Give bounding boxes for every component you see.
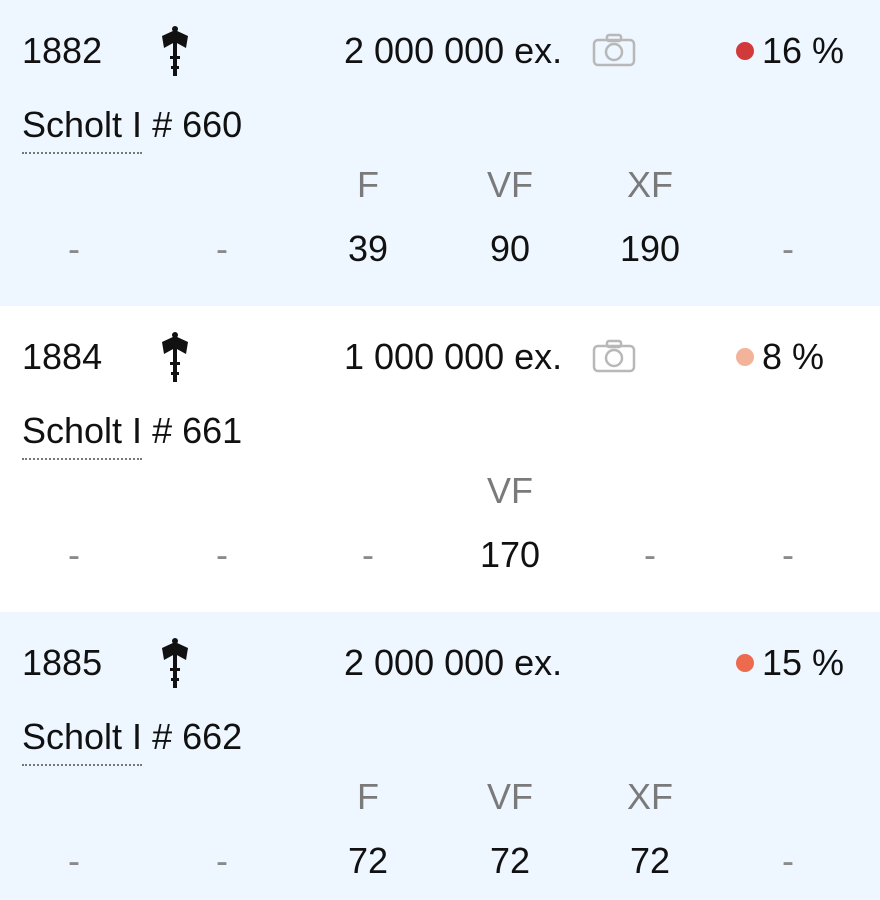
camera-icon[interactable] (592, 33, 636, 67)
year: 1882 (22, 30, 103, 71)
axe-mint-mark-icon (162, 638, 188, 688)
grade-label: F (357, 164, 379, 205)
price-value: 39 (347, 228, 389, 269)
price-value: - (68, 840, 80, 881)
rarity-indicator: 16 % (736, 30, 844, 72)
rarity-value: 15 % (762, 642, 845, 683)
price-value: - (68, 228, 80, 269)
grade-label: XF (626, 776, 673, 817)
catalog-reference: Scholt I # 661 (22, 410, 242, 460)
rarity-dot (736, 654, 754, 672)
catalog-link[interactable]: Scholt I (22, 410, 143, 460)
mintage: 2 000 000 ex. (344, 642, 563, 683)
rarity-value: 16 % (762, 30, 845, 71)
year: 1884 (22, 336, 103, 377)
price-value: 90 (489, 228, 531, 269)
variety-row: 1885 2 000 000 ex. 15 % Scholt I # 662 F … (0, 612, 880, 900)
catalog-number: # 662 (152, 716, 243, 757)
rarity-indicator: 8 % (736, 336, 824, 378)
rarity-dot (736, 348, 754, 366)
catalog-link[interactable]: Scholt I (22, 104, 143, 154)
camera-icon[interactable] (592, 339, 636, 373)
axe-mint-mark-icon (162, 332, 188, 382)
mintage: 1 000 000 ex. (344, 336, 563, 377)
price-value: 170 (479, 534, 541, 575)
catalog-reference: Scholt I # 662 (22, 716, 242, 766)
price-value: - (216, 840, 228, 881)
price-value: 72 (629, 840, 671, 881)
variety-row: 1882 2 000 000 ex. 16 % Scholt I # 660 F … (0, 0, 880, 306)
axe-mint-mark-icon (162, 26, 188, 76)
price-value: - (216, 228, 228, 269)
grade-label: F (357, 776, 379, 817)
catalog-link[interactable]: Scholt I (22, 716, 143, 766)
rarity-dot (736, 42, 754, 60)
variety-row: 1884 1 000 000 ex. 8 % Scholt I # 661 VF … (0, 306, 880, 612)
price-value: 190 (619, 228, 681, 269)
price-value: - (782, 840, 794, 881)
price-value: - (782, 534, 794, 575)
price-value: 72 (347, 840, 389, 881)
grade-label: VF (486, 164, 533, 205)
catalog-reference: Scholt I # 660 (22, 104, 242, 154)
mintage: 2 000 000 ex. (344, 30, 563, 71)
rarity-value: 8 % (762, 336, 825, 377)
rarity-indicator: 15 % (736, 642, 844, 684)
catalog-number: # 660 (152, 104, 243, 145)
grade-label: XF (626, 164, 673, 205)
grade-label: VF (486, 470, 533, 511)
price-value: - (644, 534, 656, 575)
price-value: - (782, 228, 794, 269)
price-value: - (68, 534, 80, 575)
price-value: - (362, 534, 374, 575)
price-value: 72 (489, 840, 531, 881)
price-value: - (216, 534, 228, 575)
year: 1885 (22, 642, 103, 683)
grade-label: VF (486, 776, 533, 817)
catalog-number: # 661 (152, 410, 243, 451)
